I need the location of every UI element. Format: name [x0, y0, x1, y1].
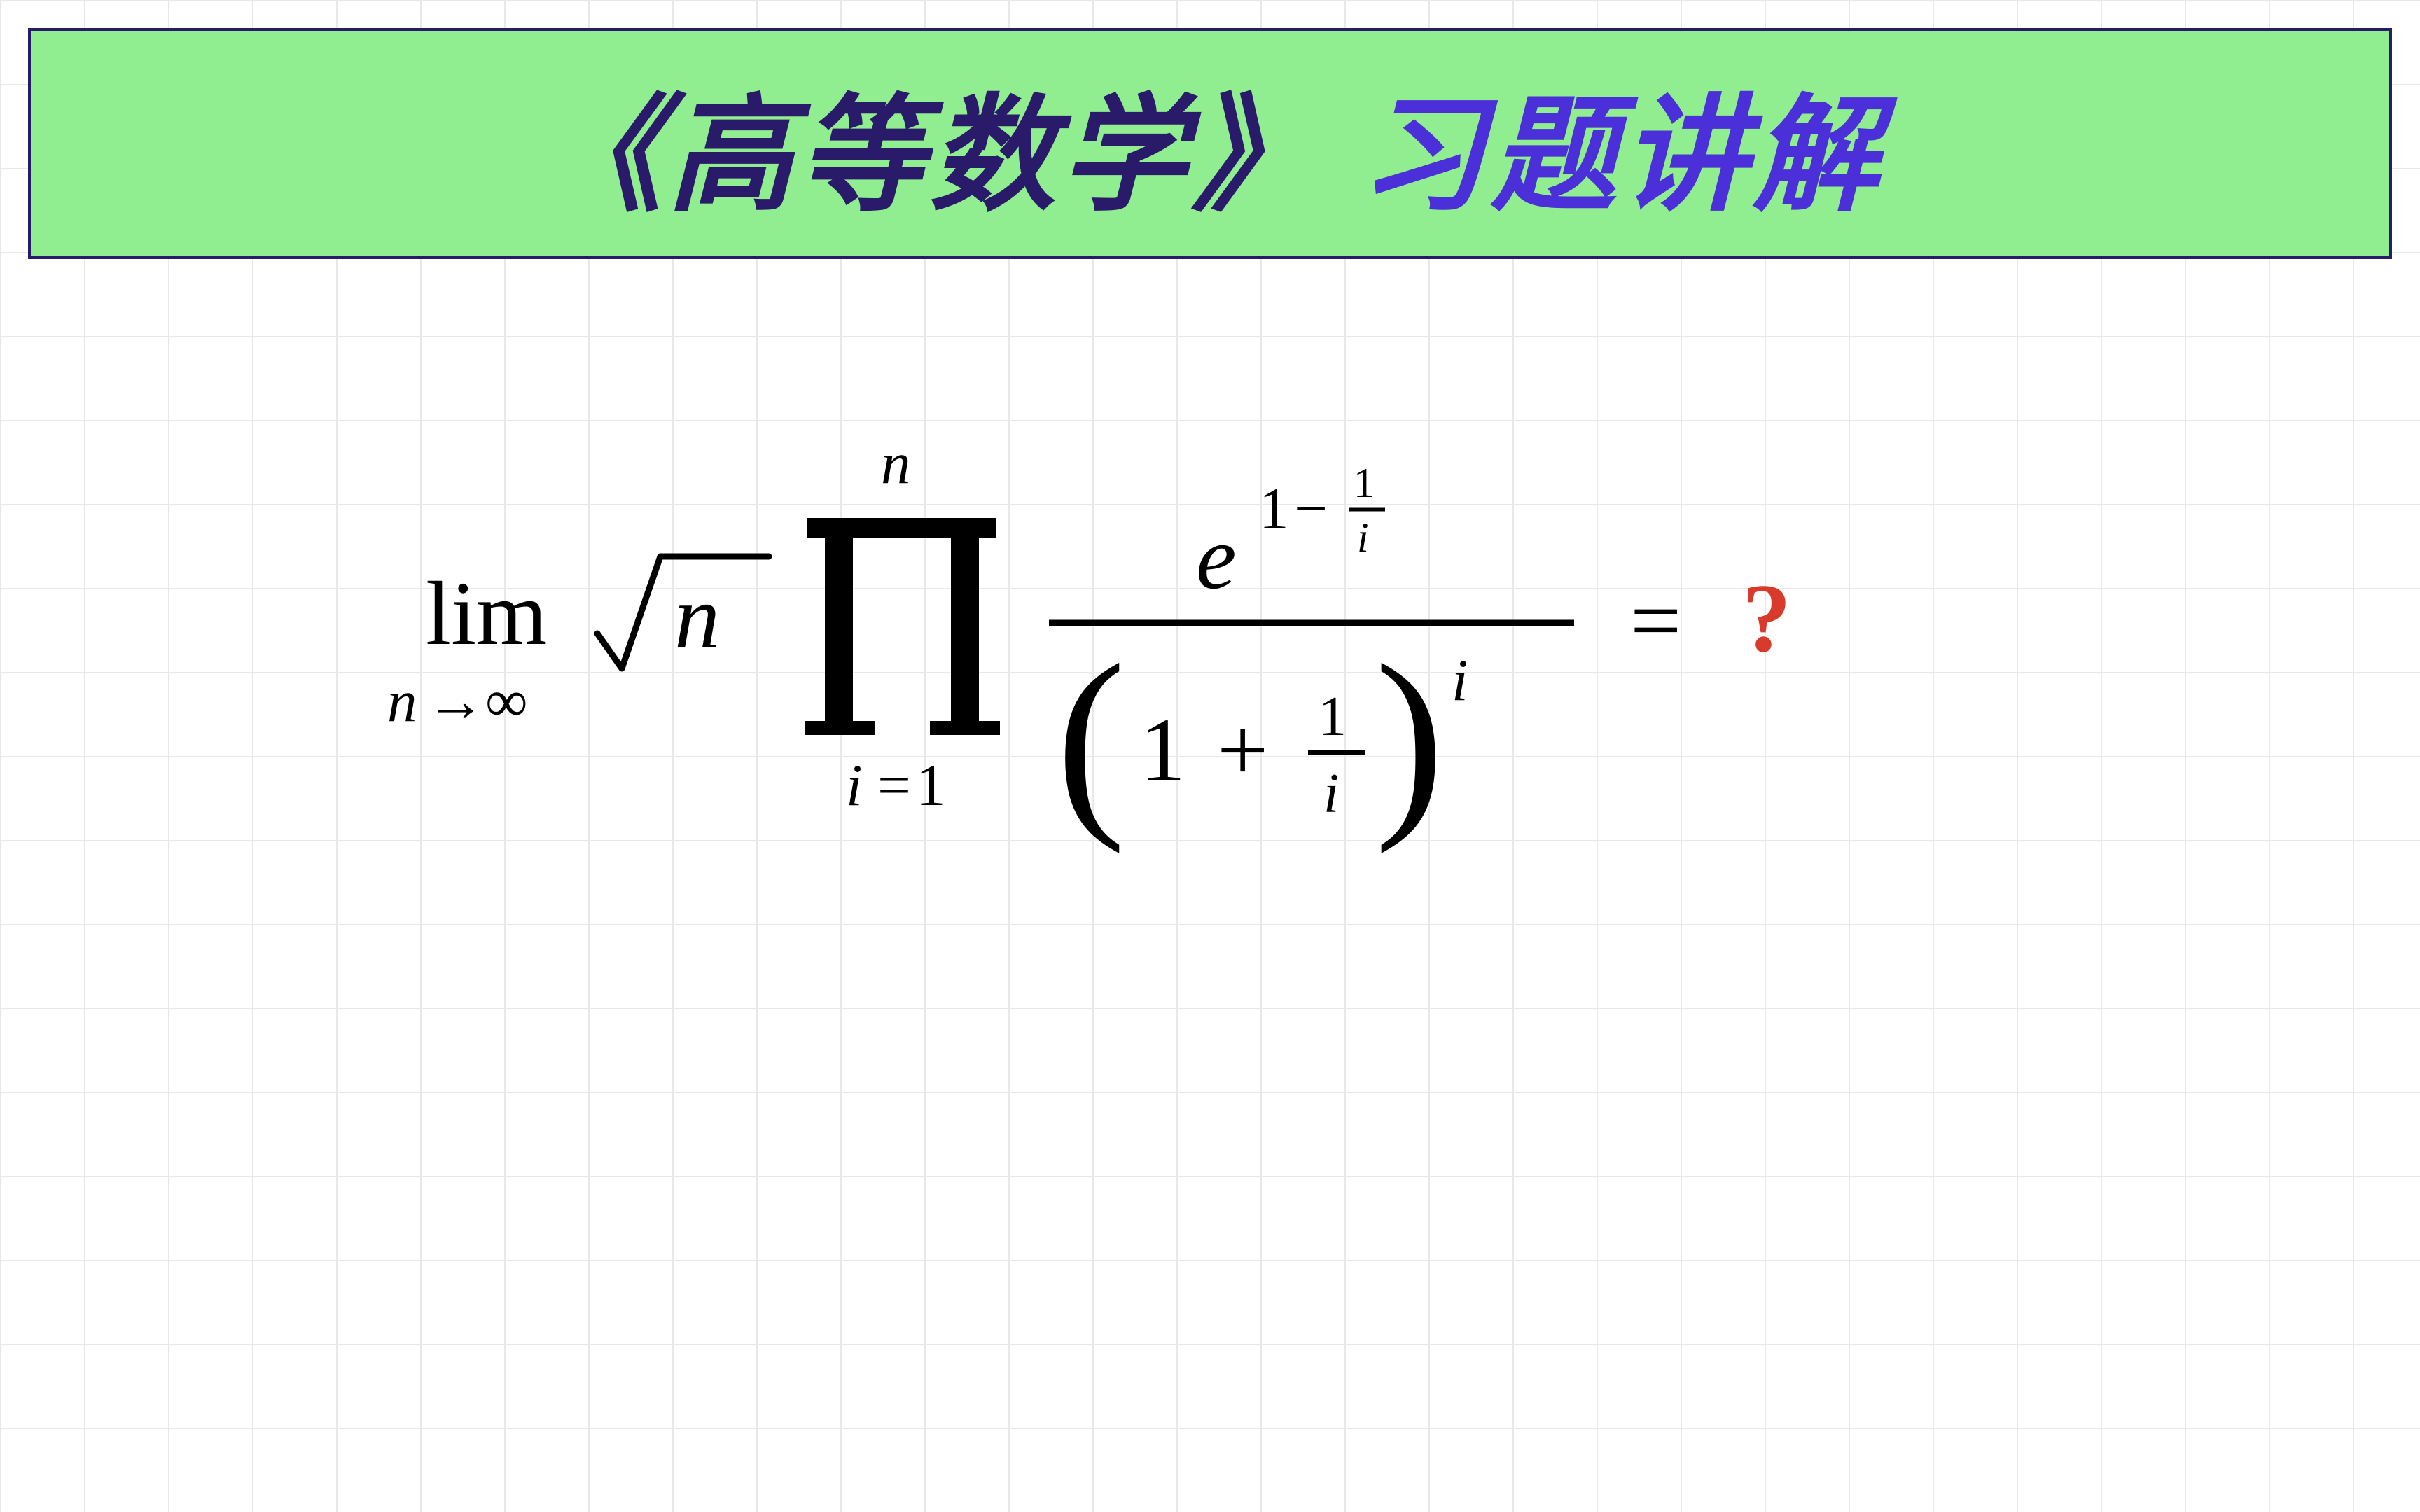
tok-prod-1: 1 — [916, 752, 946, 818]
tok-e: e — [1196, 507, 1237, 608]
tok-exp-frac-den: i — [1357, 514, 1369, 561]
tok-den-frac-den: i — [1323, 763, 1339, 825]
banner-title: 《高等数学》 习题讲解 — [536, 52, 1884, 235]
product-symbol — [805, 518, 1000, 735]
tok-equals: = — [1630, 570, 1681, 671]
banner-title-part1: 《高等数学》 — [536, 87, 1323, 226]
banner-title-part2: 习题讲解 — [1359, 87, 1884, 226]
tok-exp-frac-num: 1 — [1354, 460, 1375, 506]
tok-outer-exp: i — [1452, 648, 1468, 713]
tok-den-1: 1 — [1140, 700, 1185, 801]
tok-sqrt-n: n — [674, 567, 720, 668]
tok-prod-eq: = — [877, 752, 911, 818]
tok-infty: ∞ — [485, 668, 528, 734]
tok-prod-upper: n — [881, 430, 911, 496]
tok-prod-i: i — [846, 752, 863, 818]
formula-container: lim n → ∞ n n i = 1 e 1 − 1 i — [0, 392, 2420, 917]
tok-den-plus: + — [1217, 700, 1268, 801]
tok-rparen: ) — [1375, 622, 1445, 855]
formula-svg: lim n → ∞ n n i = 1 e 1 − 1 i — [265, 392, 2155, 917]
title-banner: 《高等数学》 习题讲解 — [28, 28, 2392, 259]
tok-exp-1: 1 — [1259, 476, 1289, 542]
tok-question: ? — [1742, 564, 1791, 673]
tok-lparen: ( — [1056, 622, 1126, 855]
tok-arrow: → — [426, 668, 485, 734]
tok-lim: lim — [426, 564, 547, 664]
tok-den-frac-num: 1 — [1319, 686, 1347, 748]
tok-sub-n: n — [387, 668, 417, 734]
tok-exp-minus: − — [1294, 476, 1328, 542]
